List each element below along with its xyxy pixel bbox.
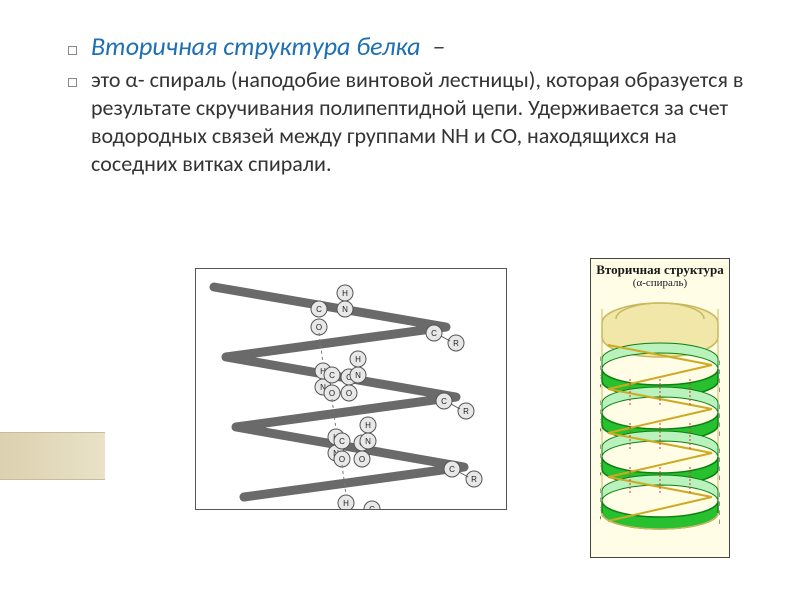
svg-text:C: C — [329, 371, 335, 380]
svg-text:R: R — [719, 448, 720, 455]
svg-text:C: C — [600, 506, 601, 513]
svg-text:R: R — [719, 492, 720, 499]
svg-text:N: N — [600, 409, 601, 416]
svg-text:H: H — [355, 355, 361, 364]
title-dash: – — [426, 30, 445, 62]
svg-text:H: H — [719, 431, 720, 438]
helix-zigzag-svg: CONHHNCOCONHHNCOCONHHNCOCRCRCR — [196, 269, 506, 509]
svg-text:R: R — [719, 510, 720, 517]
svg-text:C: C — [449, 465, 455, 474]
svg-text:O: O — [359, 455, 365, 464]
svg-text:H: H — [342, 289, 348, 298]
svg-text:H: H — [600, 488, 601, 495]
bullet-icon — [68, 78, 77, 87]
svg-text:N: N — [600, 365, 601, 372]
svg-text:R: R — [719, 378, 720, 385]
slide-body: это α- спираль (наподобие винтовой лестн… — [91, 66, 750, 179]
svg-text:R: R — [719, 466, 720, 473]
svg-text:H: H — [600, 356, 601, 363]
svg-text:H: H — [719, 457, 720, 464]
svg-text:C: C — [600, 374, 601, 381]
svg-text:C: C — [600, 462, 601, 469]
svg-text:O: O — [339, 455, 345, 464]
svg-text:O: O — [600, 515, 601, 522]
svg-text:H: H — [365, 421, 371, 430]
svg-text:R: R — [471, 475, 477, 484]
svg-text:R: R — [719, 360, 720, 367]
svg-text:O: O — [600, 383, 601, 390]
slide-title: Вторичная структура белка — [91, 30, 420, 62]
svg-text:N: N — [342, 305, 348, 314]
svg-text:O: O — [329, 389, 335, 398]
svg-text:O: O — [600, 427, 601, 434]
svg-text:R: R — [719, 422, 720, 429]
helix-wrap: HNCORHRHHNCORHRHHNCORHRHHNCORHRH — [600, 291, 720, 529]
svg-text:H: H — [600, 400, 601, 407]
svg-text:N: N — [365, 437, 371, 446]
svg-text:H: H — [719, 475, 720, 482]
slide: Вторичная структура белка – это α- спира… — [0, 0, 800, 600]
svg-text:R: R — [463, 407, 469, 416]
svg-text:H: H — [719, 519, 720, 526]
fig2-title: Вторичная структура — [591, 263, 729, 277]
svg-text:C: C — [600, 418, 601, 425]
text-block: Вторичная структура белка – это α- спира… — [90, 30, 750, 179]
svg-text:H: H — [719, 369, 720, 376]
svg-text:O: O — [600, 471, 601, 478]
figure-color-helix: Вторичная структура (α-спираль) HNCORHRH… — [590, 258, 730, 558]
svg-text:H: H — [600, 444, 601, 451]
svg-text:H: H — [343, 499, 349, 508]
svg-text:N: N — [600, 453, 601, 460]
title-line: Вторичная структура белка – — [90, 30, 750, 62]
svg-text:H: H — [719, 387, 720, 394]
accent-strip — [0, 432, 105, 480]
svg-text:C: C — [441, 397, 447, 406]
svg-text:H: H — [719, 413, 720, 420]
svg-text:R: R — [719, 404, 720, 411]
svg-text:R: R — [453, 339, 459, 348]
fig2-subtitle: (α-спираль) — [591, 277, 729, 289]
svg-text:O: O — [316, 323, 322, 332]
bullet-icon — [68, 46, 77, 55]
svg-text:O: O — [346, 389, 352, 398]
figure-grey-helix: CONHHNCOCONHHNCOCONHHNCOCRCRCR — [195, 268, 507, 510]
svg-text:N: N — [355, 371, 361, 380]
svg-text:C: C — [316, 305, 322, 314]
svg-text:H: H — [719, 501, 720, 508]
svg-text:C: C — [339, 437, 345, 446]
svg-text:C: C — [431, 329, 437, 338]
helix-color-svg: HNCORHRHHNCORHRHHNCORHRHHNCORHRH — [600, 291, 720, 537]
body-line: это α- спираль (наподобие винтовой лестн… — [90, 66, 750, 179]
svg-text:C: C — [369, 505, 375, 509]
svg-text:N: N — [600, 497, 601, 504]
